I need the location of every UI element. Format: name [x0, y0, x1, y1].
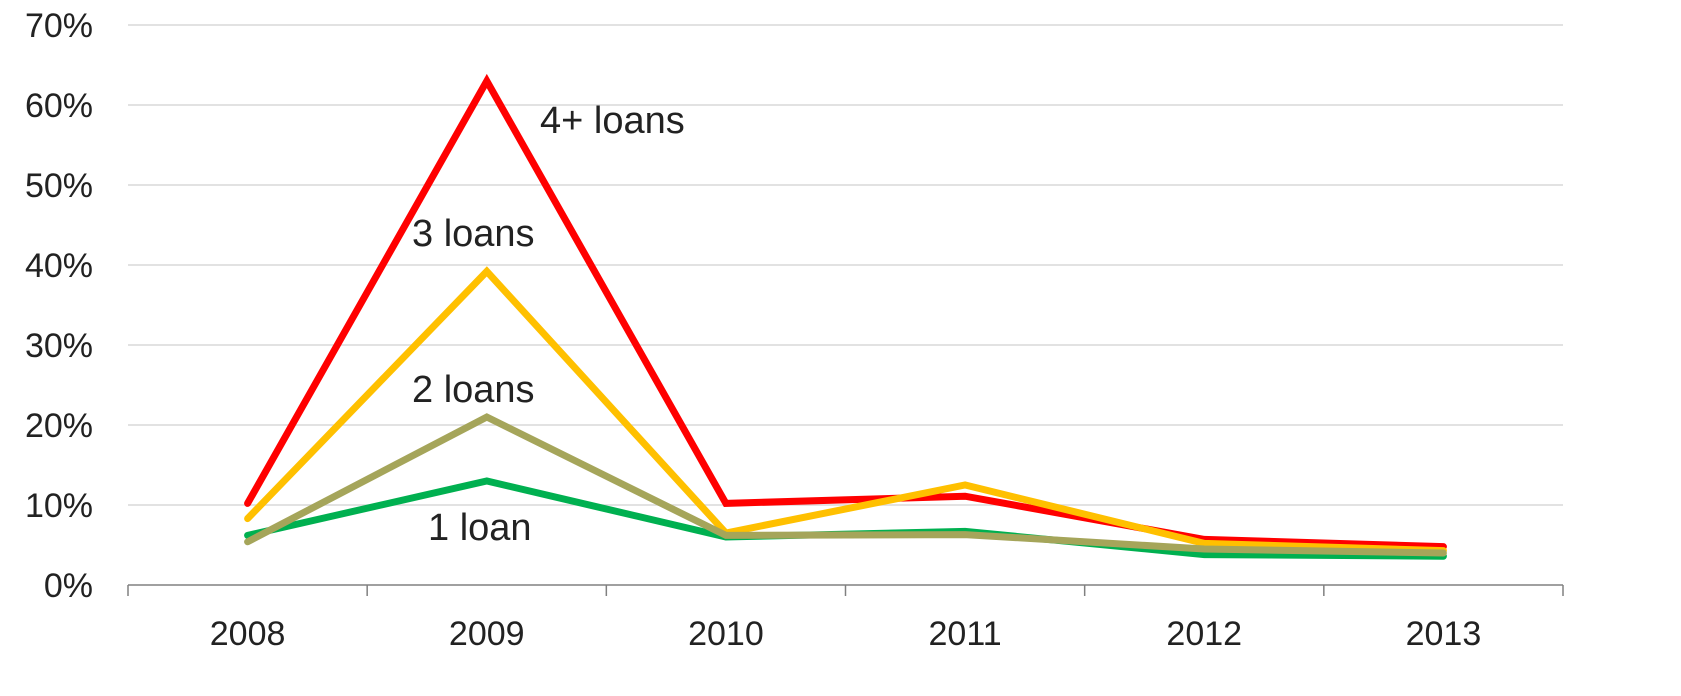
- x-tick-label: 2008: [210, 615, 286, 653]
- y-tick-label: 0%: [44, 567, 93, 605]
- y-tick-label: 30%: [25, 327, 93, 365]
- x-tick-label: 2011: [929, 615, 1002, 653]
- y-tick-label: 60%: [25, 87, 93, 125]
- series-label-2-loans: 2 loans: [412, 369, 535, 411]
- y-tick-label: 50%: [25, 167, 93, 205]
- series-line-4-loans: [244, 73, 1447, 551]
- y-tick-label: 70%: [25, 7, 93, 45]
- y-tick-label: 40%: [25, 247, 93, 285]
- x-tick-label: 2009: [449, 615, 525, 653]
- series-labels: 4+ loans 3 loans 2 loans 1 loan: [412, 100, 685, 549]
- x-tick-label: 2012: [1166, 615, 1242, 653]
- series-lines: [244, 73, 1447, 560]
- y-tick-label: 10%: [25, 487, 93, 525]
- series-label-4plus-loans: 4+ loans: [540, 100, 685, 142]
- gridlines: [128, 24, 1563, 506]
- x-tick-label: 2010: [688, 615, 764, 653]
- y-tick-label: 20%: [25, 407, 93, 445]
- x-tick-label: 2013: [1406, 615, 1482, 653]
- series-label-1-loan: 1 loan: [428, 507, 532, 549]
- axes: 0% 10% 20% 30% 40% 50% 60% 70% 2008 2009 2010 2011 2…: [25, 7, 1564, 653]
- series-label-3-loans: 3 loans: [412, 213, 535, 255]
- series-line-3-loans: [244, 266, 1447, 555]
- series-line-2-loans: [244, 413, 1447, 557]
